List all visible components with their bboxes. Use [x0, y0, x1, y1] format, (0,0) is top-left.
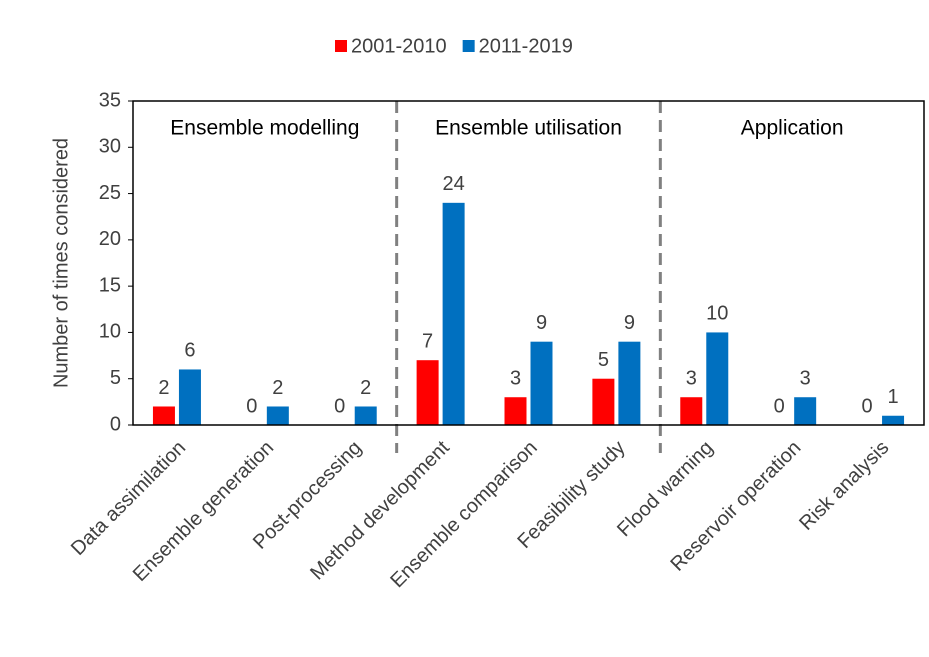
- bar: [794, 397, 817, 425]
- bar: [152, 406, 175, 425]
- section-label: Ensemble modelling: [170, 117, 359, 140]
- y-tick-label: 35: [99, 89, 121, 111]
- value-label: 7: [422, 330, 433, 352]
- y-axis-title: Number of times considered: [50, 138, 72, 388]
- y-tick-label: 5: [110, 367, 121, 389]
- bar: [530, 341, 553, 425]
- y-tick-label: 25: [99, 182, 121, 204]
- value-label: 3: [800, 368, 811, 390]
- value-label: 0: [334, 395, 345, 417]
- bar: [504, 397, 527, 425]
- y-tick-label: 0: [110, 413, 121, 435]
- section-label: Application: [741, 117, 844, 140]
- value-label: 0: [774, 395, 785, 417]
- value-label: 5: [598, 349, 609, 371]
- value-label: 0: [246, 395, 257, 417]
- bar: [592, 378, 615, 425]
- value-label: 2: [158, 377, 169, 399]
- value-label: 2: [272, 377, 283, 399]
- bar: [680, 397, 703, 425]
- value-label: 3: [510, 368, 521, 390]
- value-label: 6: [184, 340, 195, 362]
- value-label: 2: [360, 377, 371, 399]
- legend-swatch: [462, 40, 475, 52]
- bar: [416, 360, 439, 425]
- bar: [354, 406, 377, 425]
- legend-label: 2001-2010: [351, 35, 447, 57]
- bar: [618, 341, 641, 425]
- bar: [882, 415, 905, 425]
- x-tick-label: Ensemble comparison: [386, 437, 541, 592]
- value-label: 1: [887, 386, 898, 408]
- legend-swatch: [335, 40, 347, 52]
- value-label: 9: [624, 312, 635, 334]
- plot-frame: [132, 100, 925, 426]
- bar: [442, 202, 465, 425]
- y-tick-label: 10: [99, 321, 121, 343]
- legend-label: 2011-2019: [479, 35, 573, 57]
- section-label: Ensemble utilisation: [435, 117, 622, 140]
- bar: [266, 406, 289, 425]
- value-label: 0: [861, 395, 872, 417]
- x-tick-label: Risk analysis: [795, 437, 893, 535]
- y-tick-label: 20: [99, 228, 121, 250]
- value-label: 9: [536, 312, 547, 334]
- value-label: 3: [686, 368, 697, 390]
- y-tick-label: 30: [99, 136, 121, 158]
- bar: [706, 332, 729, 425]
- value-label: 24: [442, 173, 464, 195]
- value-label: 10: [706, 303, 728, 325]
- bar: [178, 369, 201, 425]
- y-tick-label: 15: [99, 274, 121, 296]
